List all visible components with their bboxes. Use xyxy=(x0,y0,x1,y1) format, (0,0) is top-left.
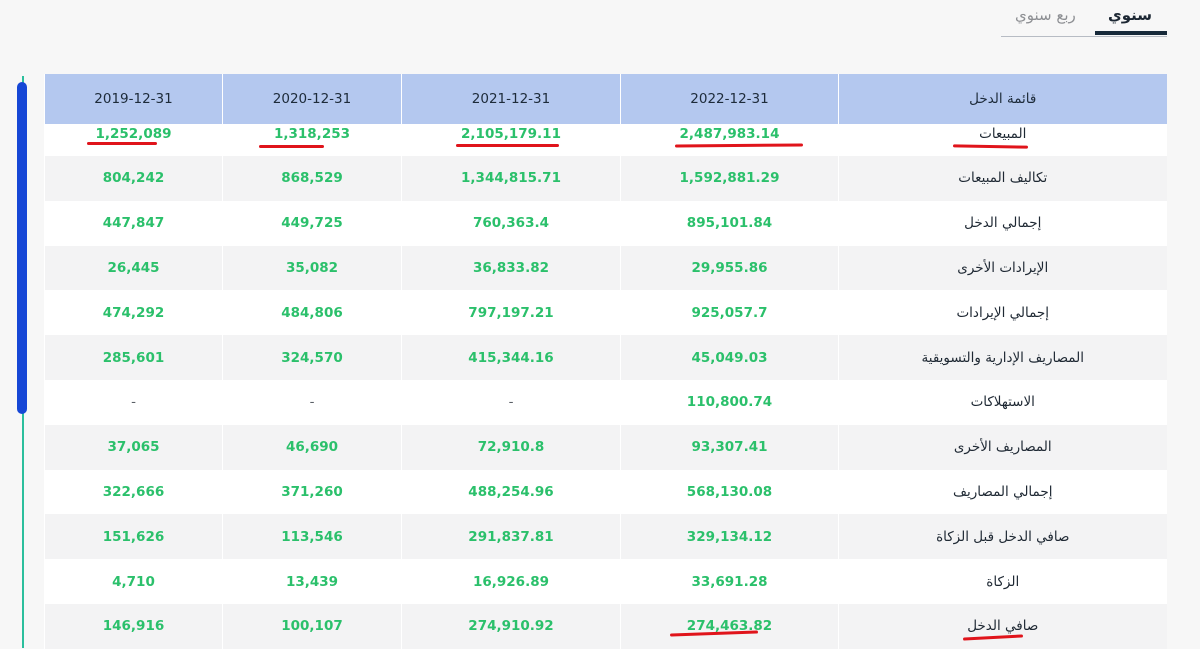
value-cell: 36,833.82 xyxy=(401,245,621,291)
table-row: 26,445 35,082 36,833.82 29,955.86 الإيرادات … xyxy=(44,245,1167,291)
value-cell: 274,910.92 xyxy=(401,603,621,649)
row-label: إجمالي المصاريف xyxy=(838,469,1167,515)
active-tab-indicator xyxy=(1095,31,1167,35)
value-cell: 151,626 xyxy=(44,514,223,560)
value-cell: 474,292 xyxy=(44,290,223,336)
row-label: تكاليف المبيعات xyxy=(838,156,1167,201)
period-tabs: ربع سنوي سنوي xyxy=(1001,0,1167,37)
value-cell: 72,910.8 xyxy=(401,424,621,470)
value-cell: - xyxy=(222,379,402,425)
row-label: المبيعات xyxy=(838,124,1167,156)
column-header-2022: 2022-12-31 xyxy=(620,74,839,124)
annotation-underline xyxy=(259,145,324,148)
value-cell: 274,463.82 xyxy=(620,603,839,649)
table-row: 322,666 371,260 488,254.96 568,130.08 إجمالي… xyxy=(44,469,1167,515)
table-row: 151,626 113,546 291,837.81 329,134.12 صافي ا… xyxy=(44,514,1167,560)
scroll-thumb[interactable] xyxy=(17,82,27,414)
value-cell: - xyxy=(401,379,621,425)
value-cell: 1,344,815.71 xyxy=(401,156,621,201)
row-label: الزكاة xyxy=(838,559,1167,604)
row-label: المصاريف الإدارية والتسويقية xyxy=(838,335,1167,380)
table-row: 1,252,089 1,318,253 2,105,179.11 2,487,983.… xyxy=(44,124,1167,156)
value-cell: 329,134.12 xyxy=(620,514,839,560)
column-header-income-statement: قائمة الدخل xyxy=(838,74,1167,124)
value-cell: 146,916 xyxy=(44,603,223,649)
column-header-2020: 2020-12-31 xyxy=(222,74,402,124)
table-header-row: 2019-12-31 2020-12-31 2021-12-31 2022-12… xyxy=(44,74,1167,124)
table-row: 37,065 46,690 72,910.8 93,307.41 المصاريف ال… xyxy=(44,424,1167,470)
annotation-underline xyxy=(87,142,157,145)
table-row: 285,601 324,570 415,344.16 45,049.03 المصاري… xyxy=(44,335,1167,380)
tab-quarterly[interactable]: ربع سنوي xyxy=(1015,6,1076,24)
value-cell: 33,691.28 xyxy=(620,559,839,604)
value-cell: 868,529 xyxy=(222,156,402,201)
row-label: الإيرادات الأخرى xyxy=(838,245,1167,291)
value-cell: 1,252,089 xyxy=(44,124,223,156)
table-row: 447,847 449,725 760,363.4 895,101.84 إجمالي … xyxy=(44,200,1167,246)
row-label: إجمالي الإيرادات xyxy=(838,290,1167,336)
value-cell: 13,439 xyxy=(222,559,402,604)
value-cell: 16,926.89 xyxy=(401,559,621,604)
table-row: 146,916 100,107 274,910.92 274,463.82 صافي ا… xyxy=(44,603,1167,649)
value-cell: 324,570 xyxy=(222,335,402,380)
value-cell: 100,107 xyxy=(222,603,402,649)
row-label: إجمالي الدخل xyxy=(838,200,1167,246)
value-cell: 895,101.84 xyxy=(620,200,839,246)
value-cell: 925,057.7 xyxy=(620,290,839,336)
row-label: الاستهلاكات xyxy=(838,379,1167,425)
annotation-underline xyxy=(456,144,559,147)
value-cell: 371,260 xyxy=(222,469,402,515)
column-header-2019: 2019-12-31 xyxy=(44,74,223,124)
value-cell: 804,242 xyxy=(44,156,223,201)
value-cell: 285,601 xyxy=(44,335,223,380)
income-statement-table: 2019-12-31 2020-12-31 2021-12-31 2022-12… xyxy=(44,74,1167,649)
tab-annual[interactable]: سنوي xyxy=(1108,6,1153,24)
table-row: 804,242 868,529 1,344,815.71 1,592,881.29 تك… xyxy=(44,156,1167,201)
value-cell: 4,710 xyxy=(44,559,223,604)
value-cell: 113,546 xyxy=(222,514,402,560)
row-label: صافي الدخل قبل الزكاة xyxy=(838,514,1167,560)
value-cell: 26,445 xyxy=(44,245,223,291)
value-cell: 93,307.41 xyxy=(620,424,839,470)
value-cell: 568,130.08 xyxy=(620,469,839,515)
value-cell: - xyxy=(44,379,223,425)
value-cell: 488,254.96 xyxy=(401,469,621,515)
value-cell: 37,065 xyxy=(44,424,223,470)
value-cell: 484,806 xyxy=(222,290,402,336)
row-label: المصاريف الأخرى xyxy=(838,424,1167,470)
table-row: 4,710 13,439 16,926.89 33,691.28 الزكاة xyxy=(44,559,1167,604)
value-cell: 760,363.4 xyxy=(401,200,621,246)
value-cell: 2,105,179.11 xyxy=(401,124,621,156)
row-label: صافي الدخل xyxy=(838,603,1167,649)
value-cell: 29,955.86 xyxy=(620,245,839,291)
table-row: 474,292 484,806 797,197.21 925,057.7 إجمالي … xyxy=(44,290,1167,336)
value-cell: 449,725 xyxy=(222,200,402,246)
value-cell: 2,487,983.14 xyxy=(620,124,839,156)
value-cell: 415,344.16 xyxy=(401,335,621,380)
value-cell: 35,082 xyxy=(222,245,402,291)
value-cell: 1,318,253 xyxy=(222,124,402,156)
column-header-2021: 2021-12-31 xyxy=(401,74,621,124)
table-row: - - -110,800.74 الاستهلاكات xyxy=(44,379,1167,425)
value-cell: 46,690 xyxy=(222,424,402,470)
value-cell: 45,049.03 xyxy=(620,335,839,380)
value-cell: 797,197.21 xyxy=(401,290,621,336)
value-cell: 322,666 xyxy=(44,469,223,515)
value-cell: 110,800.74 xyxy=(620,379,839,425)
value-cell: 447,847 xyxy=(44,200,223,246)
value-cell: 291,837.81 xyxy=(401,514,621,560)
value-cell: 1,592,881.29 xyxy=(620,156,839,201)
